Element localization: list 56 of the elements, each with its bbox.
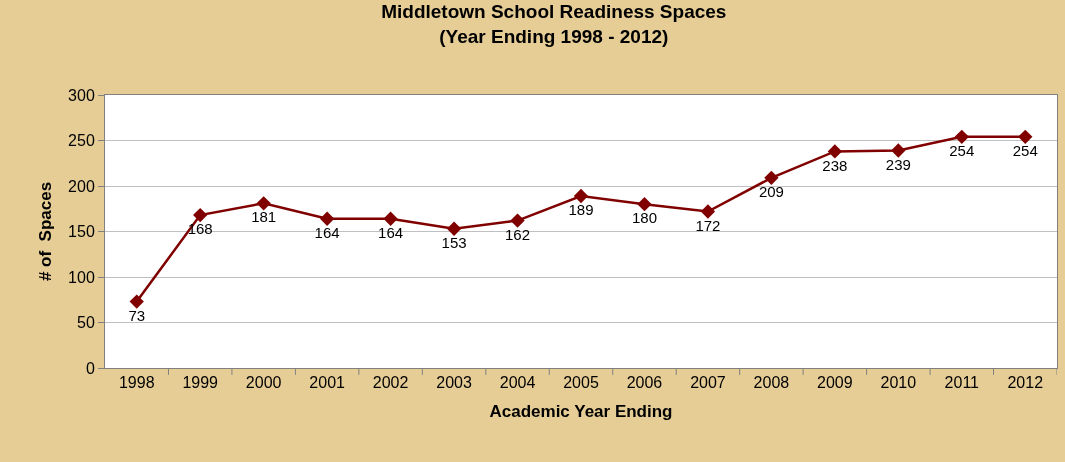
x-tick-label: 2012 bbox=[1007, 374, 1044, 392]
x-axis-title: Academic Year Ending bbox=[489, 401, 673, 421]
chart-subtitle: (Year Ending 1998 - 2012) bbox=[439, 26, 669, 48]
data-label: 180 bbox=[631, 209, 657, 227]
x-tick-label: 2009 bbox=[817, 374, 853, 392]
y-tick-label: 300 bbox=[68, 86, 95, 104]
y-axis-title: # of Spaces bbox=[35, 181, 55, 282]
x-tick-label: 2001 bbox=[309, 374, 346, 392]
point bbox=[954, 129, 969, 145]
point bbox=[383, 211, 398, 226]
x-tick-label: 2006 bbox=[626, 374, 663, 392]
data-label: 181 bbox=[251, 208, 277, 226]
x-tick-label: 1998 bbox=[118, 374, 155, 392]
point bbox=[764, 170, 779, 185]
point bbox=[446, 221, 462, 236]
data-label: 153 bbox=[441, 233, 467, 251]
y-tick-label: 150 bbox=[68, 223, 95, 241]
point bbox=[193, 207, 208, 223]
point bbox=[827, 144, 843, 159]
point bbox=[700, 204, 716, 219]
data-label: 239 bbox=[885, 155, 911, 173]
x-tick-label: 2000 bbox=[245, 374, 282, 392]
point bbox=[256, 196, 271, 211]
x-tick-label: 1999 bbox=[182, 374, 219, 392]
x-tick-label: 2011 bbox=[944, 374, 980, 392]
y-tick-label: 50 bbox=[77, 314, 95, 332]
data-label: 254 bbox=[1012, 141, 1038, 159]
point bbox=[510, 213, 525, 228]
data-label: 164 bbox=[314, 223, 340, 241]
data-label: 164 bbox=[378, 223, 404, 241]
y-tick-label: 200 bbox=[68, 177, 95, 195]
data-label: 238 bbox=[822, 156, 848, 174]
y-tick-label: 0 bbox=[85, 359, 95, 377]
y-tick-label: 250 bbox=[68, 132, 95, 150]
x-tick-label: 2010 bbox=[880, 374, 917, 392]
point bbox=[891, 143, 906, 158]
point bbox=[319, 211, 335, 226]
data-label: 254 bbox=[949, 141, 975, 159]
x-tick-label: 2002 bbox=[372, 374, 409, 392]
data-label: 73 bbox=[128, 306, 146, 324]
point bbox=[1018, 129, 1033, 145]
data-label: 172 bbox=[695, 216, 721, 234]
data-label: 162 bbox=[505, 225, 531, 243]
chart-title: Middletown School Readiness Spaces bbox=[381, 1, 727, 23]
x-tick-label: 2003 bbox=[436, 374, 472, 392]
x-tick-label: 2005 bbox=[563, 374, 599, 392]
data-label: 209 bbox=[758, 182, 784, 200]
y-tick-label: 100 bbox=[68, 268, 95, 286]
point bbox=[637, 197, 652, 212]
data-label: 168 bbox=[187, 220, 213, 238]
x-tick-label: 2008 bbox=[753, 374, 790, 392]
x-tick-label: 2007 bbox=[690, 374, 726, 392]
point bbox=[129, 294, 144, 309]
x-tick-label: 2004 bbox=[499, 374, 536, 392]
point bbox=[573, 188, 589, 204]
data-label: 189 bbox=[568, 201, 594, 219]
